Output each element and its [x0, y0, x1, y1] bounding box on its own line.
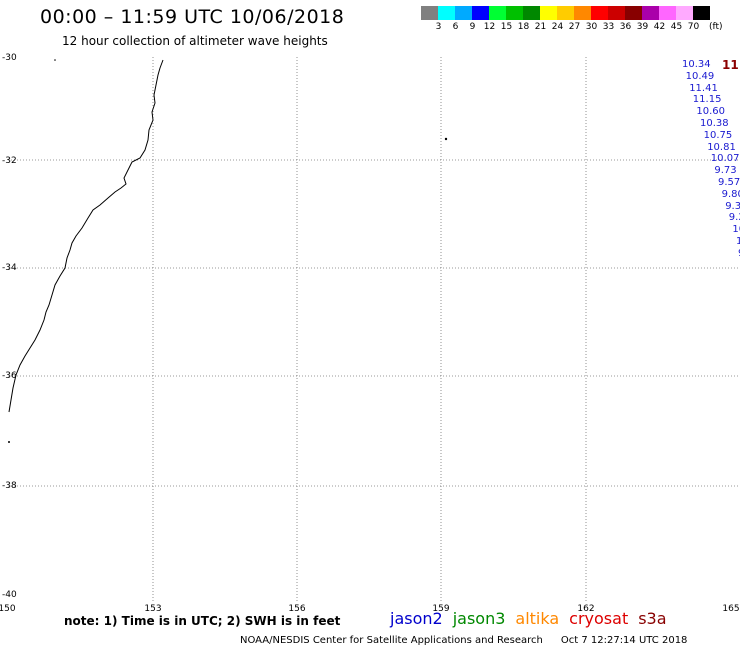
color-swatch [574, 6, 591, 20]
satellite-legend-item: s3a [638, 609, 667, 628]
footer-credit: NOAA/NESDIS Center for Satellite Applica… [240, 635, 687, 646]
color-scale-label: 70 [687, 22, 700, 32]
wave-height-reading: 9.3 [725, 200, 740, 212]
lon-label: 159 [432, 604, 450, 614]
color-swatch [438, 6, 455, 20]
color-swatch [506, 6, 523, 20]
color-swatch [489, 6, 506, 20]
lon-label: 165 [722, 604, 740, 614]
chart-subtitle: 12 hour collection of altimeter wave hei… [62, 34, 328, 48]
satellite-legend-item: jason3 [452, 609, 506, 628]
color-swatch [676, 6, 693, 20]
lat-label: -30 [2, 53, 17, 63]
color-scale-label: 6 [452, 22, 459, 32]
wave-height-reading: 9.57 [718, 177, 740, 188]
wave-height-reading: 10.60 [696, 106, 726, 118]
lon-label: 162 [577, 604, 595, 614]
lon-label: 156 [288, 604, 306, 614]
graticule [8, 57, 740, 603]
color-swatch [523, 6, 540, 20]
wave-height-reading: 10. [732, 224, 740, 236]
color-swatch [608, 6, 625, 20]
color-scale-label: 42 [653, 22, 666, 32]
wave-height-max-label: 11 [722, 58, 739, 72]
wave-height-reading: 10.38 [700, 118, 729, 129]
wave-height-reading: 11.15 [692, 94, 722, 106]
color-scale-label: 18 [517, 22, 530, 32]
wave-height-reading: 9.80 [721, 188, 740, 200]
wave-height-reading: 9.73 [714, 165, 737, 177]
color-scale-label: 3 [435, 22, 442, 32]
color-scale-label: 9 [469, 22, 476, 32]
satellite-legend-item: cryosat [569, 609, 629, 628]
color-scale-label: 36 [619, 22, 632, 32]
color-swatch [455, 6, 472, 20]
lat-label: -40 [2, 590, 17, 600]
wave-height-map [8, 57, 740, 603]
lat-label: -36 [2, 371, 17, 381]
color-swatch [540, 6, 557, 20]
color-scale-label: 39 [636, 22, 649, 32]
color-swatch [693, 6, 710, 20]
coastline [8, 59, 164, 413]
color-swatch [642, 6, 659, 20]
color-scale-label: 30 [585, 22, 598, 32]
wave-height-reading: 10.49 [685, 70, 715, 82]
color-scale-label: 12 [483, 22, 496, 32]
color-scale-label: 27 [568, 22, 581, 32]
wave-height-reading: 9.2 [728, 212, 740, 224]
lon-label: 153 [144, 604, 162, 614]
color-scale-label: 15 [500, 22, 513, 32]
wave-height-reading: 9 [738, 248, 740, 259]
color-swatch [421, 6, 438, 20]
lat-label: -34 [2, 263, 17, 273]
color-scale-label: 24 [551, 22, 564, 32]
color-scale-label: 21 [534, 22, 547, 32]
credit-text: NOAA/NESDIS Center for Satellite Applica… [240, 635, 543, 646]
wave-height-reading: 10.75 [703, 129, 733, 141]
wave-height-reading: 10 [736, 236, 740, 247]
wave-height-reading: 10.07 [710, 153, 740, 165]
color-scale-unit: (ft) [709, 22, 723, 32]
color-swatch [591, 6, 608, 20]
color-scale-bar [421, 6, 710, 20]
color-scale-label: 33 [602, 22, 615, 32]
island-marker [8, 441, 10, 443]
wave-height-reading: 10.81 [707, 141, 736, 153]
satellite-legend-item: altika [515, 609, 560, 628]
footer-note: note: 1) Time is in UTC; 2) SWH is in fe… [64, 614, 341, 628]
wave-height-reading: 11.41 [689, 82, 718, 94]
color-swatch [659, 6, 676, 20]
satellite-legend-item: jason2 [390, 609, 443, 628]
wave-height-reading: 10.34 [682, 59, 711, 70]
lat-label: -32 [2, 156, 17, 166]
island-marker [444, 137, 448, 141]
color-scale-label: 45 [670, 22, 683, 32]
color-swatch [625, 6, 642, 20]
timestamp: Oct 7 12:27:14 UTC 2018 [560, 635, 688, 646]
map-frame [8, 57, 739, 603]
chart-title: 00:00 – 11:59 UTC 10/06/2018 [40, 6, 345, 28]
satellite-legend: jason2 jason3 altika cryosat s3a [390, 609, 677, 628]
lat-label: -38 [2, 481, 17, 491]
lon-label: 150 [0, 604, 16, 614]
color-swatch [557, 6, 574, 20]
island-marker [54, 59, 56, 61]
color-swatch [472, 6, 489, 20]
